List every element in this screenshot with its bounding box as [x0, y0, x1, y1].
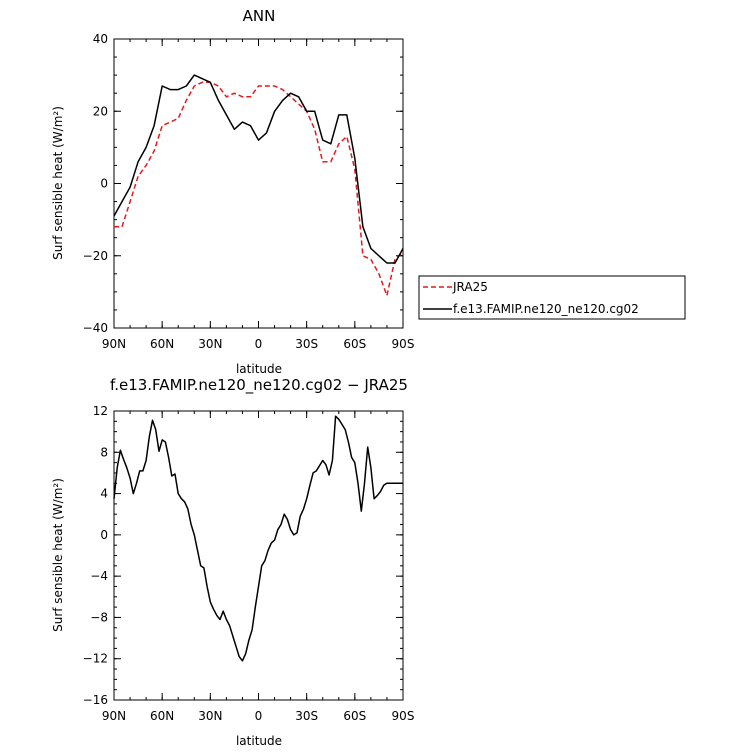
top-y-tick-label: 0	[100, 177, 108, 191]
bottom-y-tick-label: −12	[83, 652, 108, 666]
bottom-x-tick-label: 30S	[295, 709, 318, 723]
legend: JRA25 f.e13.FAMIP.ne120_ne120.cg02	[418, 275, 686, 320]
bottom-x-tick-label: 0	[255, 709, 263, 723]
bottom-x-axis-label: latitude	[236, 734, 282, 748]
top-x-tick-label: 0	[255, 337, 263, 351]
bottom-y-tick-label: 12	[93, 404, 108, 418]
top-chart-title: ANN	[243, 7, 276, 25]
top-x-tick-label: 60N	[150, 337, 174, 351]
top-x-tick-label: 90N	[102, 337, 126, 351]
top-y-axis-label: Surf sensible heat (W/m²)	[51, 106, 65, 260]
bottom-series-lines	[113, 415, 403, 662]
bottom-series-line-0	[113, 415, 403, 662]
top-y-tick-label: −40	[83, 321, 108, 335]
bottom-y-tick-label: −4	[90, 569, 108, 583]
top-plot-frame	[113, 38, 404, 329]
bottom-y-axis-label: Surf sensible heat (W/m²)	[51, 478, 65, 632]
legend-box	[418, 275, 686, 320]
top-x-tick-label: 90S	[392, 337, 415, 351]
top-series-lines	[113, 74, 404, 297]
top-y-tick-label: 40	[93, 32, 108, 46]
bottom-chart-title: f.e13.FAMIP.ne120_ne120.cg02 − JRA25	[110, 376, 408, 395]
top-x-axis-label: latitude	[236, 362, 282, 376]
top-x-axis: 90N 60N 30N 0 30S 60S 90S	[102, 39, 415, 351]
legend-label-model: f.e13.FAMIP.ne120_ne120.cg02	[453, 302, 639, 316]
bottom-x-tick-label: 30N	[198, 709, 222, 723]
bottom-y-tick-label: −16	[83, 693, 108, 707]
top-x-tick-label: 30N	[198, 337, 222, 351]
top-panel: ANN 40 20 0 −20 −40 90N 60N 30N 0 30S 60S 90S lati…	[51, 7, 414, 376]
top-series-line-1	[113, 74, 404, 264]
bottom-x-tick-label: 90N	[102, 709, 126, 723]
bottom-plot-frame	[113, 410, 404, 701]
bottom-x-tick-label: 60S	[343, 709, 366, 723]
legend-label-jra25: JRA25	[452, 280, 488, 294]
bottom-x-tick-label: 60N	[150, 709, 174, 723]
bottom-panel: f.e13.FAMIP.ne120_ne120.cg02 − JRA25 12 8…	[51, 376, 414, 748]
bottom-y-tick-label: 8	[100, 445, 108, 459]
bottom-y-tick-label: 0	[100, 528, 108, 542]
bottom-y-axis: 12 8 4 0 −4 −8 −12 −16	[83, 404, 403, 707]
top-y-tick-label: −20	[83, 249, 108, 263]
top-x-tick-label: 30S	[295, 337, 318, 351]
top-y-tick-label: 20	[93, 104, 108, 118]
top-y-axis: 40 20 0 −20 −40	[83, 32, 403, 335]
bottom-x-tick-label: 90S	[392, 709, 415, 723]
bottom-x-axis: 90N 60N 30N 0 30S 60S 90S	[102, 411, 415, 723]
top-series-line-0	[114, 81, 404, 297]
bottom-y-tick-label: 4	[100, 487, 108, 501]
bottom-y-tick-label: −8	[90, 610, 108, 624]
top-x-tick-label: 60S	[343, 337, 366, 351]
